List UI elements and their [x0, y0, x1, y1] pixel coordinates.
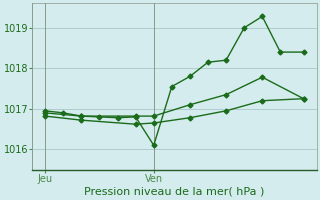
X-axis label: Pression niveau de la mer( hPa ): Pression niveau de la mer( hPa )	[84, 187, 265, 197]
